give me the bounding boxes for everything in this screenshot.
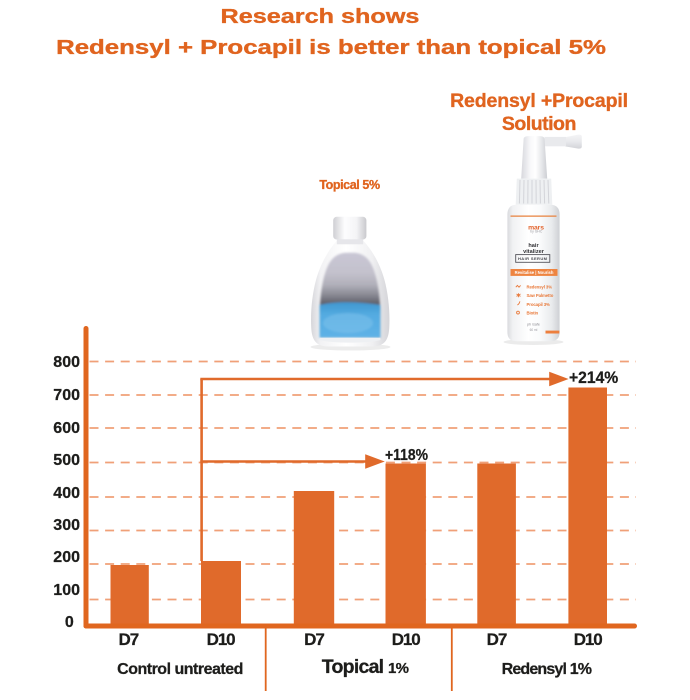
svg-text:Procapil 3%: Procapil 3% <box>527 302 551 307</box>
svg-text:mars: mars <box>528 225 544 232</box>
svg-text:ph /safe: ph /safe <box>527 322 540 326</box>
svg-text:Redensyl 3%: Redensyl 3% <box>527 285 553 290</box>
svg-text:Saw Palmetto: Saw Palmetto <box>527 293 554 298</box>
svg-text:hair: hair <box>528 243 539 249</box>
svg-text:vitalizer: vitalizer <box>523 249 545 255</box>
svg-text:Revitalise | Nourish: Revitalise | Nourish <box>515 270 554 275</box>
svg-text:by GHC: by GHC <box>530 230 543 234</box>
svg-text:HAIR SERUM: HAIR SERUM <box>518 256 548 261</box>
svg-text:60 ml: 60 ml <box>530 328 538 332</box>
svg-text:Biotin: Biotin <box>527 311 539 316</box>
